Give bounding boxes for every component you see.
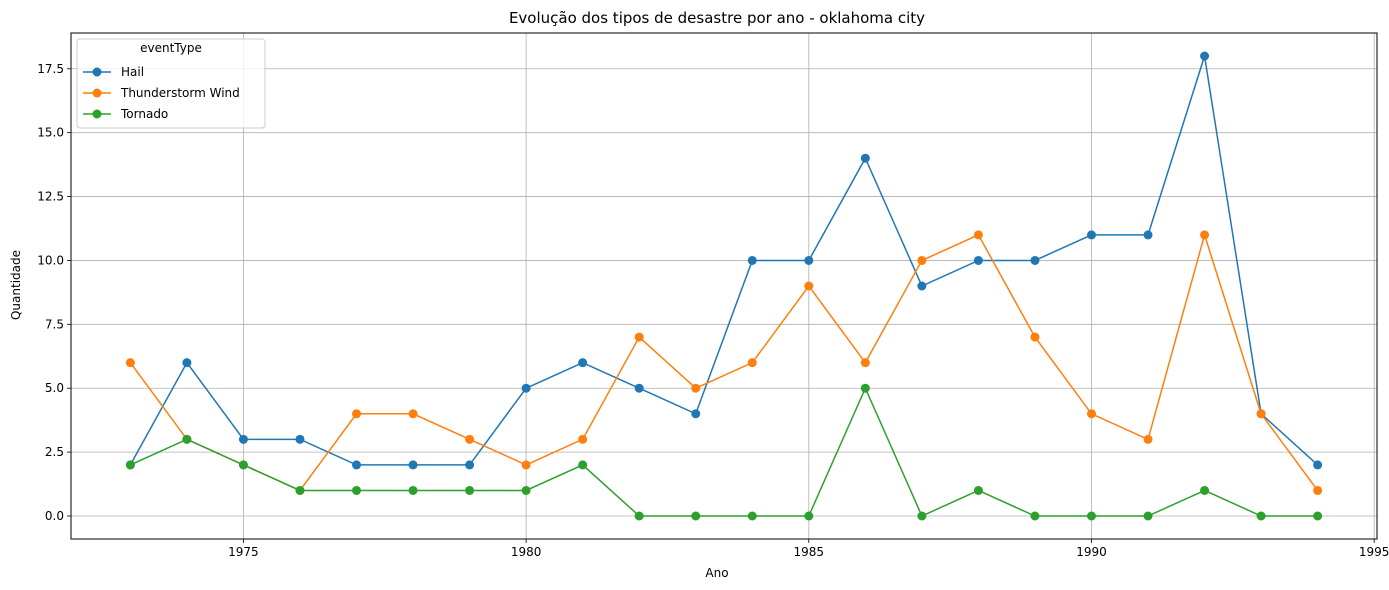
data-point — [125, 460, 135, 470]
data-point — [860, 153, 870, 163]
legend-item: Tornado — [83, 107, 168, 121]
legend: eventType Hail Thunderstorm Wind Tornado — [76, 38, 266, 129]
legend-box — [76, 38, 266, 129]
legend-marker — [92, 67, 102, 77]
x-tick-label: 1995 — [1359, 545, 1389, 559]
data-point — [973, 230, 983, 240]
data-point — [238, 434, 248, 444]
data-point — [521, 485, 531, 495]
data-point — [917, 281, 927, 291]
data-point — [747, 511, 757, 521]
series-thunderstorm-wind — [125, 230, 1323, 495]
data-point — [860, 358, 870, 368]
x-axis-label: Ano — [705, 566, 728, 580]
x-tick-label: 1975 — [228, 545, 259, 559]
legend-item: Thunderstorm Wind — [83, 86, 240, 100]
data-point — [973, 485, 983, 495]
data-point — [1086, 409, 1096, 419]
data-point — [1086, 230, 1096, 240]
data-point — [578, 434, 588, 444]
series-group — [125, 51, 1323, 521]
legend-label: Thunderstorm Wind — [120, 86, 240, 100]
data-point — [521, 383, 531, 393]
y-tick-label: 17.5 — [37, 62, 64, 76]
data-point — [860, 383, 870, 393]
data-point — [408, 485, 418, 495]
y-tick-label: 5.0 — [45, 381, 64, 395]
data-point — [747, 255, 757, 265]
y-tick-label: 0.0 — [45, 509, 64, 523]
legend-item: Hail — [83, 65, 144, 79]
y-tick-label: 2.5 — [45, 445, 64, 459]
data-point — [1200, 230, 1210, 240]
data-point — [691, 511, 701, 521]
data-point — [238, 460, 248, 470]
legend-label: Hail — [121, 65, 144, 79]
data-point — [1086, 511, 1096, 521]
data-point — [1030, 255, 1040, 265]
series-line — [129, 232, 1319, 492]
series-tornado — [125, 383, 1323, 521]
data-point — [465, 485, 475, 495]
data-point — [691, 409, 701, 419]
series-line — [130, 386, 1318, 517]
data-point — [295, 434, 305, 444]
y-tick-label: 15.0 — [37, 126, 64, 140]
data-point — [521, 460, 531, 470]
data-point — [1313, 460, 1323, 470]
data-point — [352, 485, 362, 495]
x-tick-label: 1990 — [1076, 545, 1107, 559]
data-point — [295, 485, 305, 495]
plot-frame — [70, 32, 1378, 540]
data-point — [578, 358, 588, 368]
data-point — [578, 460, 588, 470]
data-point — [804, 255, 814, 265]
data-point — [1256, 511, 1266, 521]
data-point — [465, 434, 475, 444]
data-point — [1256, 409, 1266, 419]
x-tick-label: 1985 — [794, 545, 825, 559]
legend-label: Tornado — [120, 107, 168, 121]
data-point — [1143, 230, 1153, 240]
data-point — [352, 409, 362, 419]
data-point — [1200, 51, 1210, 61]
data-point — [1030, 332, 1040, 342]
data-point — [1143, 434, 1153, 444]
data-point — [125, 358, 135, 368]
data-point — [634, 332, 644, 342]
data-point — [408, 460, 418, 470]
x-axis-ticks: 1975 1980 1985 1990 1995 — [228, 539, 1389, 559]
grid — [71, 33, 1377, 539]
legend-marker — [92, 88, 102, 98]
data-point — [691, 383, 701, 393]
data-point — [917, 255, 927, 265]
data-point — [634, 383, 644, 393]
data-point — [1030, 511, 1040, 521]
legend-title: eventType — [140, 41, 202, 55]
data-point — [1313, 485, 1323, 495]
data-point — [408, 409, 418, 419]
data-point — [804, 511, 814, 521]
data-point — [182, 358, 192, 368]
data-point — [634, 511, 644, 521]
y-axis-label: Quantidade — [9, 250, 23, 320]
x-tick-label: 1980 — [511, 545, 542, 559]
data-point — [352, 460, 362, 470]
data-point — [917, 511, 927, 521]
chart-title: Evolução dos tipos de desastre por ano -… — [509, 9, 925, 27]
data-point — [1313, 511, 1323, 521]
data-point — [973, 255, 983, 265]
data-point — [747, 358, 757, 368]
y-tick-label: 7.5 — [45, 317, 64, 331]
data-point — [804, 281, 814, 291]
y-tick-label: 10.0 — [37, 253, 64, 267]
legend-marker — [92, 109, 102, 119]
data-point — [182, 434, 192, 444]
y-tick-label: 12.5 — [37, 190, 64, 204]
data-point — [1200, 485, 1210, 495]
y-axis-ticks: 0.0 2.5 5.0 7.5 10.0 12.5 15.0 17.5 — [37, 62, 71, 523]
data-point — [1143, 511, 1153, 521]
data-point — [465, 460, 475, 470]
